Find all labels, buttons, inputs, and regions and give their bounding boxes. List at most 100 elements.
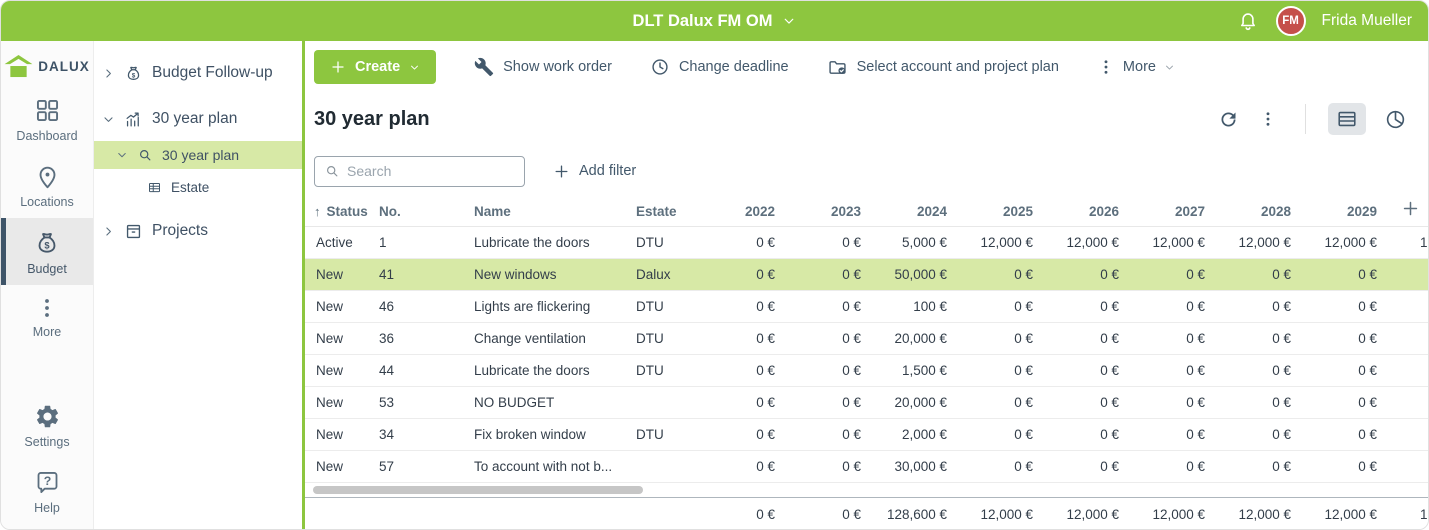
wrench-icon xyxy=(474,57,494,77)
table-row[interactable]: Active 1 Lubricate the doors DTU 0 € 0 € 5… xyxy=(305,227,1428,259)
tree-item-30-year-plan[interactable]: 30 year plan xyxy=(94,141,302,169)
vertical-dots-icon xyxy=(35,296,59,320)
notification-bell-icon[interactable] xyxy=(1236,9,1260,33)
avatar[interactable]: FM xyxy=(1275,6,1306,36)
table-row[interactable]: New 46 Lights are flickering DTU 0 € 0 € 1… xyxy=(305,291,1428,323)
estate-cell: DTU xyxy=(636,299,664,314)
search-box[interactable] xyxy=(314,155,525,187)
chevron-right-icon[interactable] xyxy=(102,67,115,80)
year-value-cell: 0 € xyxy=(1358,363,1377,378)
name-cell: To account with not b... xyxy=(474,459,613,474)
year-value-cell: 0 € xyxy=(1358,459,1377,474)
column-header-estate[interactable]: Estate xyxy=(636,204,677,219)
dalux-logo[interactable]: DALUX xyxy=(1,55,93,78)
year-value-cell: 0 € xyxy=(756,235,775,250)
totals-year-cells: 0 € 0 € 128,600 € 12,000 € 12,000 € 12,000 € 1… xyxy=(702,507,1390,522)
name-cell: Fix broken window xyxy=(474,427,586,442)
column-header-2025[interactable]: 2025 xyxy=(1002,204,1033,219)
year-value-cell: 0 € xyxy=(1100,459,1119,474)
tree-item-30-year-plan-parent[interactable]: 30 year plan xyxy=(94,103,302,135)
toolbar-more-button[interactable]: More xyxy=(1097,58,1175,76)
table-row[interactable]: New 57 To account with not b... 0 € 0 € 30… xyxy=(305,451,1428,483)
action-label: Select account and project plan xyxy=(856,59,1059,75)
avatar-initials: FM xyxy=(1282,15,1299,27)
change-deadline-button[interactable]: Change deadline xyxy=(650,57,789,77)
table-row[interactable]: New 41 New windows Dalux 0 €0 €50,000 €0… xyxy=(305,259,1428,291)
tree-item-label: 30 year plan xyxy=(162,147,240,163)
totals-row: 0 € 0 € 128,600 € 12,000 € 12,000 € 12,000 € 1… xyxy=(305,497,1428,529)
year-value-cell: 0 € xyxy=(1100,363,1119,378)
year-value-cell: 0 € xyxy=(842,459,861,474)
create-label: Create xyxy=(355,59,401,75)
column-header-2027[interactable]: 2027 xyxy=(1174,204,1205,219)
column-header-status[interactable]: ↑ Status xyxy=(305,204,379,219)
chevron-right-icon[interactable] xyxy=(102,225,115,238)
magnifier-icon xyxy=(137,147,153,163)
action-label: Change deadline xyxy=(678,59,789,75)
table-row[interactable]: New 44 Lubricate the doors DTU 0 € 0 € 1,5… xyxy=(305,355,1428,387)
project-switcher[interactable]: DLT Dalux FM OM xyxy=(1,12,1428,31)
tree-item-projects[interactable]: Projects xyxy=(94,215,302,247)
year-value-cell: 0 € xyxy=(1186,299,1205,314)
year-value-cell: 0 € xyxy=(1014,395,1033,410)
sort-ascending-icon: ↑ xyxy=(314,204,321,219)
sidebar-item-more[interactable]: More xyxy=(1,285,93,348)
column-header-2028[interactable]: 2028 xyxy=(1260,204,1291,219)
column-header-2029[interactable]: 2029 xyxy=(1346,204,1377,219)
sidebar-item-locations[interactable]: Locations xyxy=(1,152,93,218)
year-value-cell: 0 € xyxy=(1014,267,1033,282)
status-cell: Active xyxy=(316,235,353,250)
estate-cell: Dalux xyxy=(636,267,671,282)
column-header-2026[interactable]: 2026 xyxy=(1088,204,1119,219)
tree-item-label: Budget Follow-up xyxy=(152,64,273,81)
kebab-icon xyxy=(1097,58,1115,76)
column-header-2023[interactable]: 2023 xyxy=(830,204,861,219)
column-header-no[interactable]: No. xyxy=(379,204,401,219)
year-cells: 0 € 0 € 20,000 € 0 € 0 € 0 € 0 € 0 € xyxy=(702,331,1390,346)
table-row[interactable]: New 36 Change ventilation DTU 0 € 0 € 20,0… xyxy=(305,323,1428,355)
user-name[interactable]: Frida Mueller xyxy=(1321,12,1412,29)
tree-item-estate[interactable]: Estate xyxy=(94,173,302,201)
add-filter-button[interactable]: Add filter xyxy=(553,163,636,180)
column-header-name[interactable]: Name xyxy=(474,204,511,219)
tree-item-label: 30 year plan xyxy=(152,110,238,127)
name-cell: Lights are flickering xyxy=(474,299,591,314)
tree-item-label: Estate xyxy=(171,179,210,195)
year-header-cells: 2022 2023 2024 2025 2026 2027 2028 2029 xyxy=(702,204,1390,219)
column-header-2022[interactable]: 2022 xyxy=(744,204,775,219)
refresh-button[interactable] xyxy=(1213,104,1243,134)
sidebar-item-budget[interactable]: Budget xyxy=(1,218,93,285)
kebab-icon xyxy=(1259,110,1277,128)
tree-item-budget-follow-up[interactable]: Budget Follow-up xyxy=(94,57,302,89)
sidebar-item-settings[interactable]: Settings xyxy=(1,392,93,458)
table-row[interactable]: New 53 NO BUDGET 0 €0 €20,000 €0 €0 €0 €… xyxy=(305,387,1428,419)
create-button[interactable]: Create xyxy=(314,50,437,84)
add-column-button[interactable] xyxy=(1401,199,1420,218)
year-value-cell: 0 € xyxy=(1272,363,1291,378)
dashboard-grid-icon xyxy=(34,97,61,124)
icon-sidebar: DALUX Dashboard Locations Budget More xyxy=(1,41,94,529)
year-value-cell: 0 € xyxy=(756,267,775,282)
sidebar-item-help[interactable]: Help xyxy=(1,458,93,524)
search-input[interactable] xyxy=(347,163,515,179)
select-account-project-plan-button[interactable]: Select account and project plan xyxy=(827,57,1059,78)
estate-cell: DTU xyxy=(636,331,664,346)
table-row[interactable]: New 34 Fix broken window DTU 0 € 0 € 2,000… xyxy=(305,419,1428,451)
chevron-down-icon[interactable] xyxy=(116,149,128,161)
tree-panel: Budget Follow-up 30 year plan 30 year pl… xyxy=(94,41,305,529)
year-cells: 0 € 0 € 50,000 € 0 € 0 € 0 € 0 € 0 € xyxy=(702,267,1390,282)
view-options-kebab-button[interactable] xyxy=(1253,104,1283,134)
year-value-cell: 0 € xyxy=(1186,267,1205,282)
show-work-order-button[interactable]: Show work order xyxy=(474,57,612,77)
year-value-cell: 0 € xyxy=(842,331,861,346)
sidebar-item-dashboard[interactable]: Dashboard xyxy=(1,86,93,152)
chevron-down-icon[interactable] xyxy=(102,113,115,126)
year-value-cell: 0 € xyxy=(842,363,861,378)
column-header-2024[interactable]: 2024 xyxy=(916,204,947,219)
chart-view-toggle[interactable] xyxy=(1376,103,1414,135)
year-cells: 0 € 0 € 5,000 € 12,000 € 12,000 € 12,000 € 12,… xyxy=(702,235,1390,250)
more-label: More xyxy=(1122,59,1156,75)
year-value-cell: 0 € xyxy=(842,395,861,410)
scrollbar-thumb[interactable] xyxy=(313,486,643,494)
table-view-toggle[interactable] xyxy=(1328,103,1366,135)
